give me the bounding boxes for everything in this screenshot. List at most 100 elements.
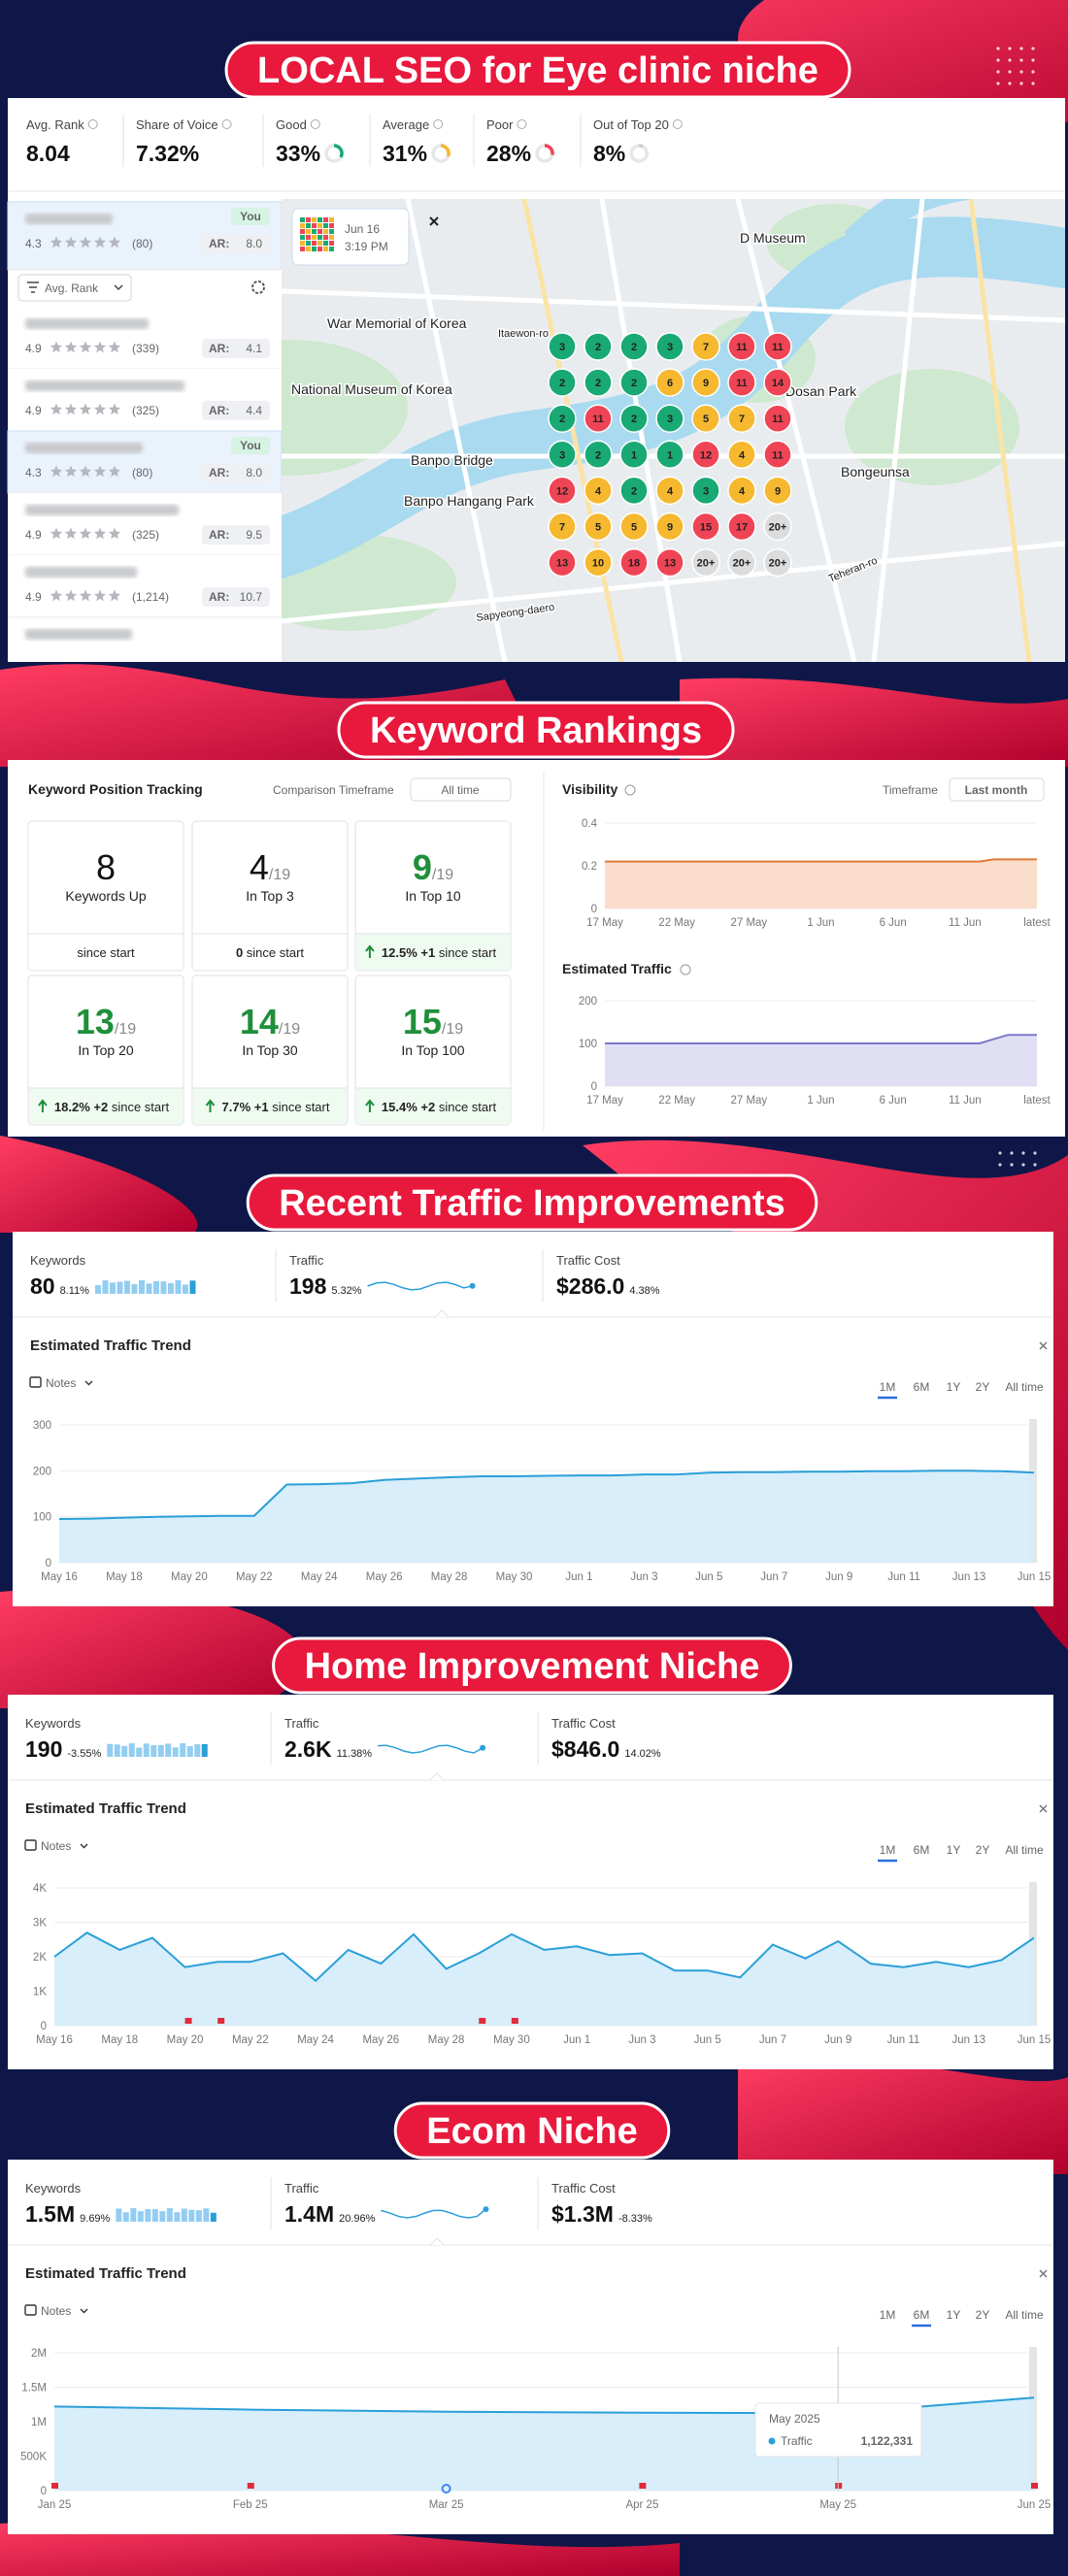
range-button[interactable]: 1Y — [947, 1843, 961, 1857]
range-button[interactable]: All time — [1005, 2308, 1044, 2322]
reviews: (325) — [132, 528, 159, 542]
timeframe-button[interactable] — [949, 777, 1045, 802]
metric-change: 4.38% — [629, 1285, 659, 1297]
x-tick-label: May 20 — [171, 1571, 208, 1583]
rank-pin — [763, 368, 792, 397]
range-button[interactable]: 1M — [880, 1380, 896, 1394]
star-icon — [64, 527, 78, 540]
section-title: Ecom Niche — [426, 2111, 638, 2152]
range-button[interactable]: 1Y — [947, 2308, 961, 2322]
range-button[interactable]: 6M — [914, 2308, 930, 2322]
you-badge-text: You — [240, 439, 261, 452]
close-icon[interactable] — [1039, 2269, 1048, 2278]
area — [59, 1470, 1034, 1563]
mini-pin — [312, 217, 317, 222]
sort-dropdown[interactable] — [17, 274, 132, 302]
ar-label: AR: — [209, 590, 229, 604]
range-button[interactable]: 2Y — [976, 2308, 990, 2322]
x-tick-label: Jun 13 — [951, 2034, 985, 2046]
rating: 4.9 — [25, 528, 42, 542]
rank-pin — [655, 368, 684, 397]
y-tick-label: 500K — [20, 2452, 47, 2463]
sparkbar — [201, 1743, 208, 1757]
sparkbar — [121, 1745, 128, 1757]
rank-pin-label: 14 — [772, 378, 784, 389]
up-arrow — [365, 944, 375, 958]
range-button[interactable]: 1Y — [947, 1380, 961, 1394]
timeframe-button[interactable] — [410, 777, 512, 802]
range-button[interactable]: 2Y — [976, 1843, 990, 1857]
rank-pin-label: 3 — [667, 413, 673, 425]
close-icon[interactable] — [1039, 1804, 1048, 1813]
map-label: D Museum — [740, 230, 806, 246]
x-tick-label: 11 Jun — [949, 917, 982, 929]
rank-pin-label: 4 — [667, 485, 674, 497]
rank-pin-label: 1 — [667, 449, 673, 461]
range-button[interactable]: 1M — [880, 2308, 896, 2322]
mini-pin — [323, 217, 328, 222]
business-item[interactable]: 4.3 (80) You AR: 8.0 — [7, 201, 283, 271]
card-total: /19 — [279, 1021, 300, 1038]
business-item[interactable]: 4.3 (80) You AR: 8.0 — [7, 430, 283, 494]
sparkbar — [146, 1283, 152, 1294]
rank-pin — [548, 547, 577, 578]
sparkbar — [123, 1280, 130, 1294]
close-icon[interactable] — [429, 216, 439, 226]
star-icon — [50, 341, 63, 353]
rank-pin-label: 7 — [739, 413, 745, 425]
close-icon[interactable] — [1039, 1341, 1048, 1350]
mini-pin — [323, 229, 328, 234]
rank-pin-label: 18 — [628, 558, 640, 570]
star-icon — [79, 341, 92, 353]
sparkbar — [174, 2212, 181, 2222]
metric-label: Share of Voice — [136, 117, 218, 132]
sparkbar — [166, 2208, 173, 2222]
card-total: /19 — [432, 867, 453, 883]
pct: 12.5% — [382, 945, 417, 960]
x-tick-label: May 22 — [236, 1571, 273, 1583]
x-tick-label: Mar 25 — [429, 2499, 464, 2511]
rank-pin — [655, 440, 684, 470]
x-tick-label: Jun 7 — [759, 2034, 786, 2046]
rating: 4.9 — [25, 404, 42, 417]
notes-button[interactable]: Notes — [46, 1376, 76, 1390]
range-button[interactable]: 2Y — [976, 1380, 990, 1394]
rank-pin-label: 2 — [631, 413, 637, 425]
info-icon — [433, 119, 444, 129]
rank-pin — [619, 368, 649, 397]
sparkbar — [138, 1280, 145, 1294]
x-tick-label: Jan 25 — [38, 2499, 72, 2511]
notes-button[interactable]: Notes — [41, 2304, 71, 2318]
rating: 4.3 — [25, 466, 42, 479]
rank-pin — [584, 440, 613, 470]
x-tick-label: May 20 — [167, 2034, 204, 2046]
note-flag — [511, 2018, 518, 2028]
notes-button[interactable]: Notes — [41, 1839, 71, 1853]
range-button[interactable]: All time — [1005, 1380, 1044, 1394]
card-label: In Top 10 — [405, 888, 461, 904]
business-item[interactable]: 4.9 (325) AR: 4.4 — [8, 369, 282, 432]
sparkline-dot — [483, 2206, 489, 2213]
blurred-name — [25, 380, 184, 391]
mini-pin — [306, 241, 311, 246]
business-item[interactable]: 4.9 (339) AR: 4.1 — [8, 307, 282, 370]
range-button[interactable]: 1M — [880, 1843, 896, 1857]
rank-pin — [655, 476, 684, 506]
ar-pill — [202, 525, 270, 545]
business-item[interactable]: 4.9 (325) AR: 9.5 — [8, 493, 282, 556]
business-item[interactable]: 4.9 (1,214) AR: 10.7 — [8, 555, 282, 618]
you-badge — [231, 437, 270, 454]
map-label: National Museum of Korea — [291, 381, 452, 397]
tooltip-value: 1,122,331 — [861, 2434, 914, 2448]
card-footer — [29, 934, 183, 970]
rank-pin-label: 15 — [700, 522, 712, 534]
road — [735, 199, 857, 662]
rank-pin — [763, 440, 792, 470]
range-button[interactable]: All time — [1005, 1843, 1044, 1857]
metric-label: Keywords — [25, 2181, 82, 2196]
section-title: Recent Traffic Improvements — [279, 1183, 785, 1224]
blurred-name — [25, 214, 113, 224]
range-button[interactable]: 6M — [914, 1380, 930, 1394]
reviews: (1,214) — [132, 590, 169, 604]
range-button[interactable]: 6M — [914, 1843, 930, 1857]
